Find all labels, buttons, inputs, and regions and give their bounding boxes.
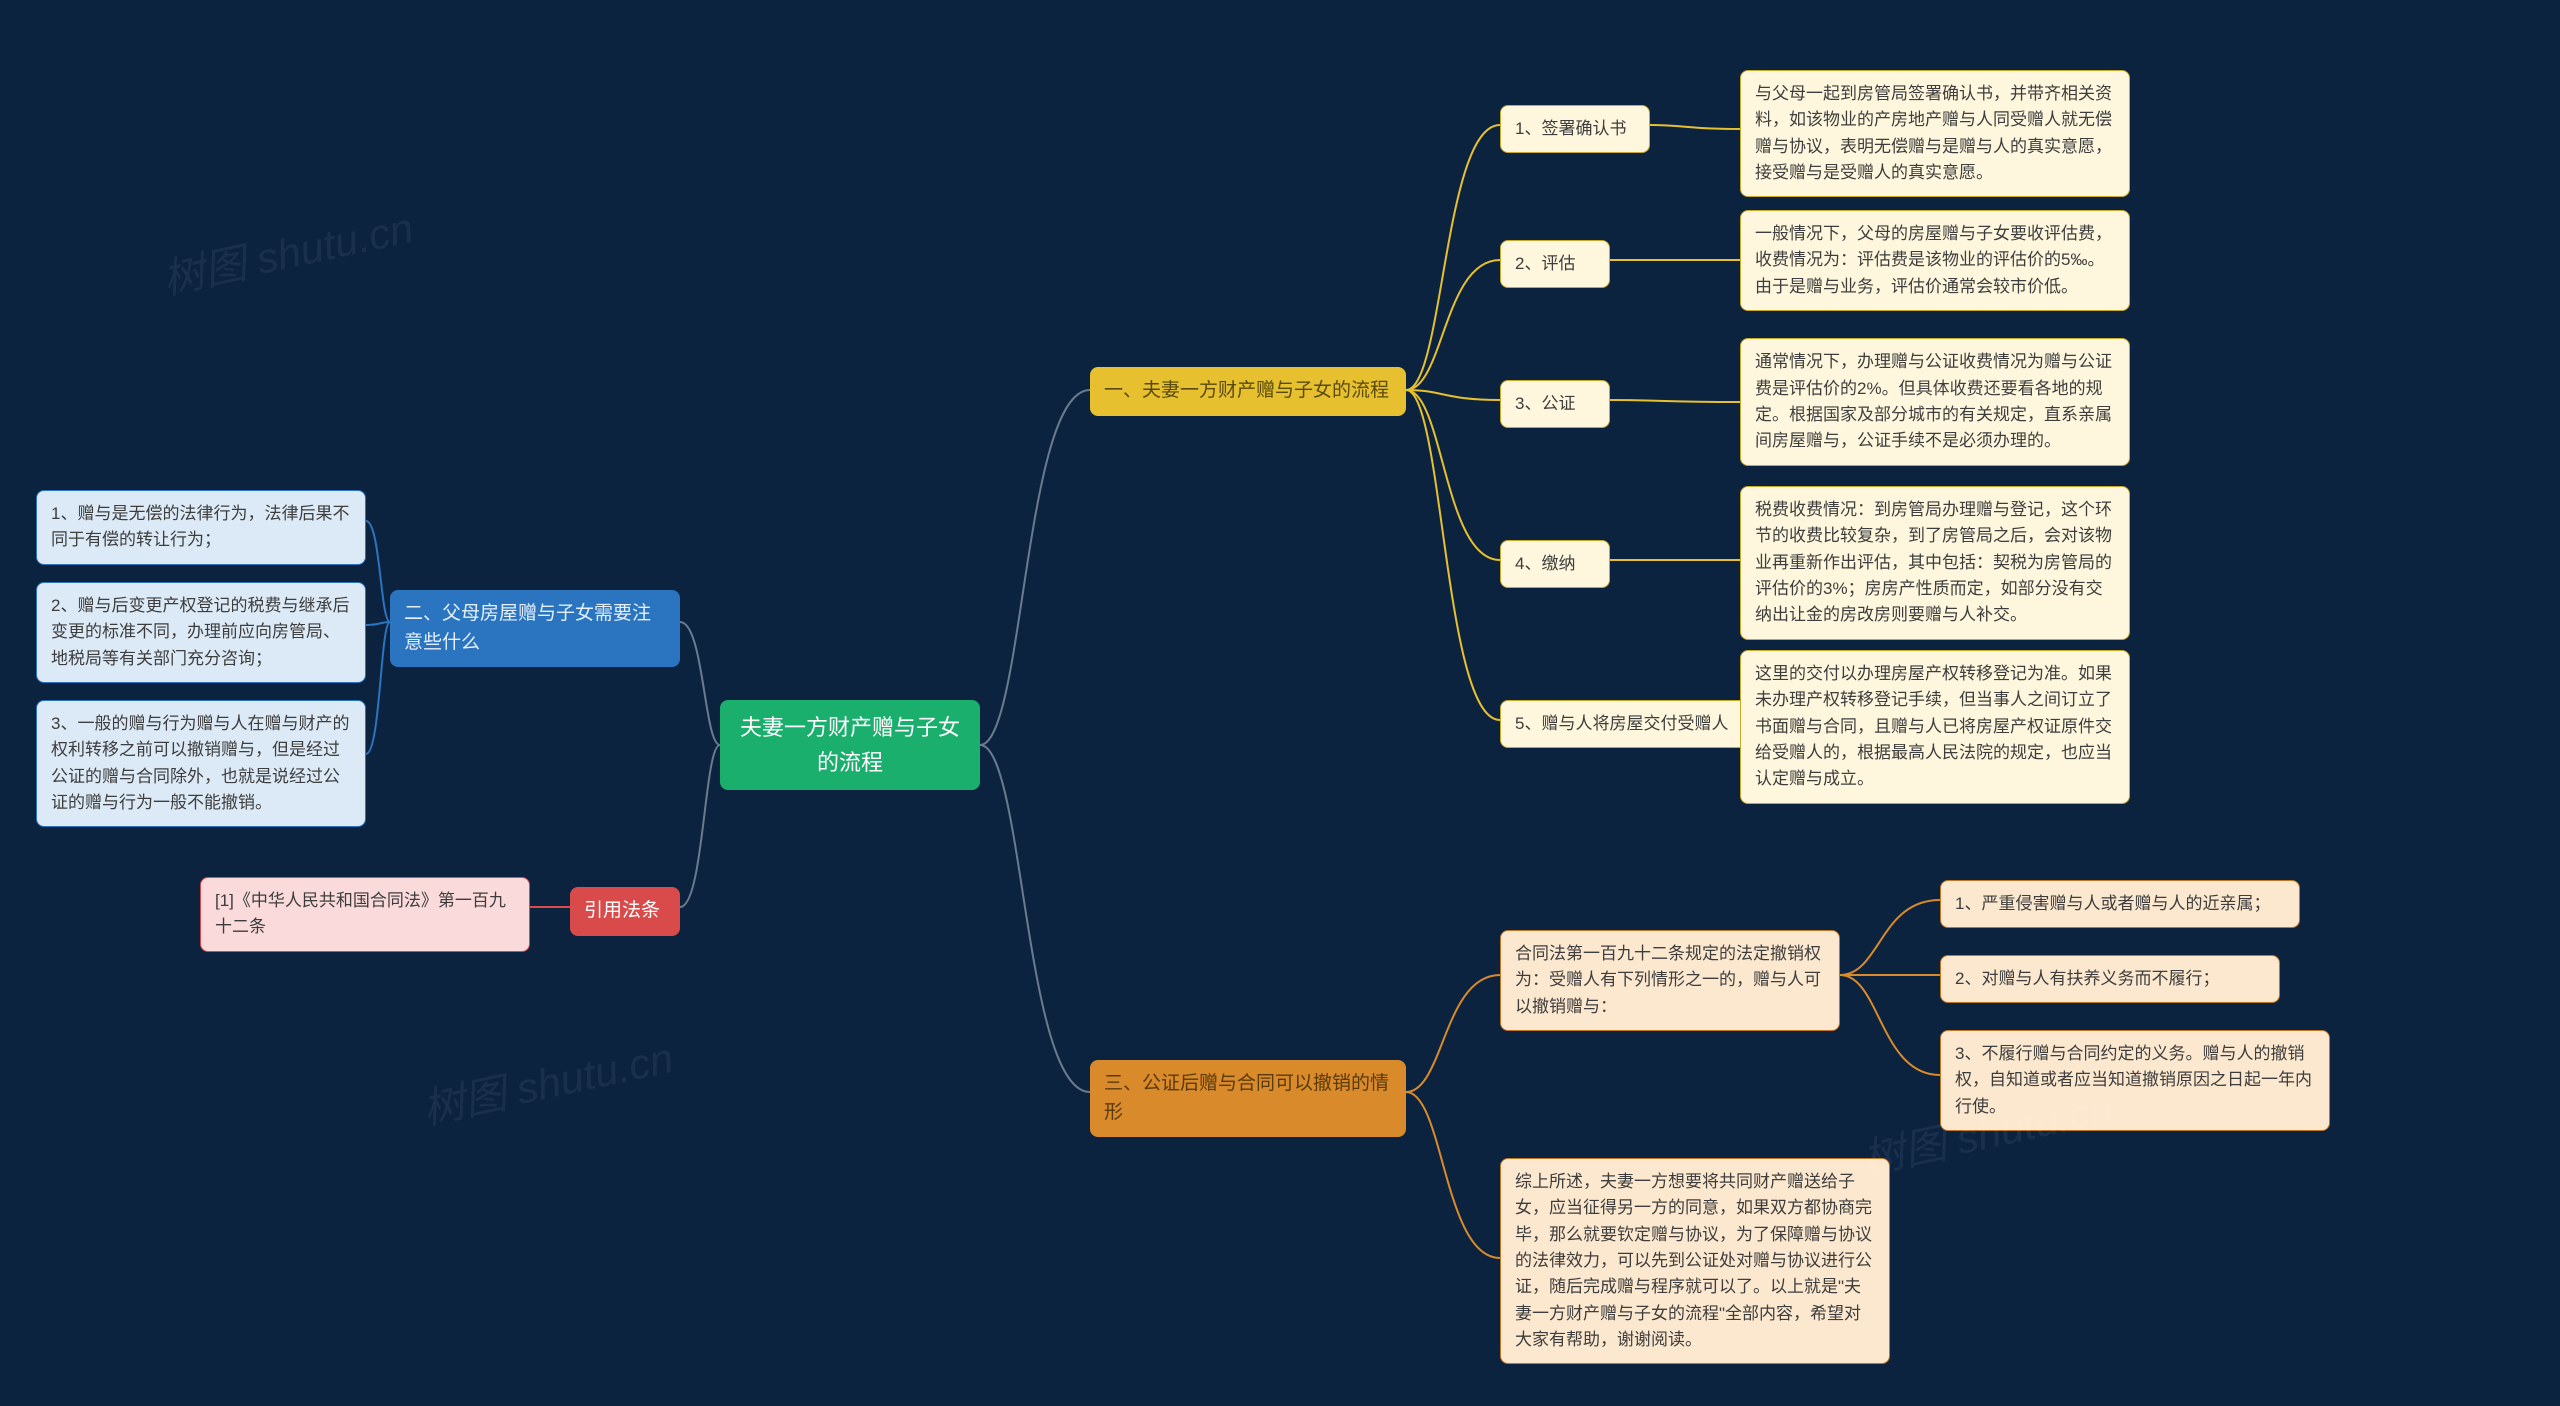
section-2-title: 二、父母房屋赠与子女需要注意些什么 [390,590,680,667]
sec1-item-1-desc: 与父母一起到房管局签署确认书，并带齐相关资料，如该物业的产房地产赠与人同受赠人就… [1740,70,2130,197]
section-1-title: 一、夫妻一方财产赠与子女的流程 [1090,367,1406,416]
sec1-item-5-desc: 这里的交付以办理房屋产权转移登记为准。如果未办理产权转移登记手续，但当事人之间订… [1740,650,2130,804]
sec1-item-3-label: 3、公证 [1500,380,1610,428]
sec1-item-4-label: 4、缴纳 [1500,540,1610,588]
law-item: [1]《中华人民共和国合同法》第一百九十二条 [200,877,530,952]
sec1-item-4-desc: 税费收费情况：到房管局办理赠与登记，这个环节的收费比较复杂，到了房管局之后，会对… [1740,486,2130,640]
sec2-item-2: 2、赠与后变更产权登记的税费与继承后变更的标准不同，办理前应向房管局、地税局等有… [36,582,366,683]
sec1-item-1-label: 1、签署确认书 [1500,105,1650,153]
sec3-point-1: 1、严重侵害赠与人或者赠与人的近亲属； [1940,880,2300,928]
section-3-title: 三、公证后赠与合同可以撤销的情形 [1090,1060,1406,1137]
sec1-item-2-desc: 一般情况下，父母的房屋赠与子女要收评估费，收费情况为：评估费是该物业的评估价的5… [1740,210,2130,311]
sec2-item-1: 1、赠与是无偿的法律行为，法律后果不同于有偿的转让行为； [36,490,366,565]
sec1-item-5-label: 5、赠与人将房屋交付受赠人 [1500,700,1750,748]
center-topic: 夫妻一方财产赠与子女的流程 [720,700,980,790]
sec1-item-2-label: 2、评估 [1500,240,1610,288]
sec3-summary: 综上所述，夫妻一方想要将共同财产赠送给子女，应当征得另一方的同意，如果双方都协商… [1500,1158,1890,1364]
sec1-item-3-desc: 通常情况下，办理赠与公证收费情况为赠与公证费是评估价的2%。但具体收费还要看各地… [1740,338,2130,466]
sec3-intro: 合同法第一百九十二条规定的法定撤销权为：受赠人有下列情形之一的，赠与人可以撤销赠… [1500,930,1840,1031]
sec3-point-3: 3、不履行赠与合同约定的义务。赠与人的撤销权，自知道或者应当知道撤销原因之日起一… [1940,1030,2330,1131]
sec3-point-2: 2、对赠与人有扶养义务而不履行； [1940,955,2280,1003]
law-title: 引用法条 [570,887,680,936]
sec2-item-3: 3、一般的赠与行为赠与人在赠与财产的权利转移之前可以撤销赠与，但是经过公证的赠与… [36,700,366,827]
